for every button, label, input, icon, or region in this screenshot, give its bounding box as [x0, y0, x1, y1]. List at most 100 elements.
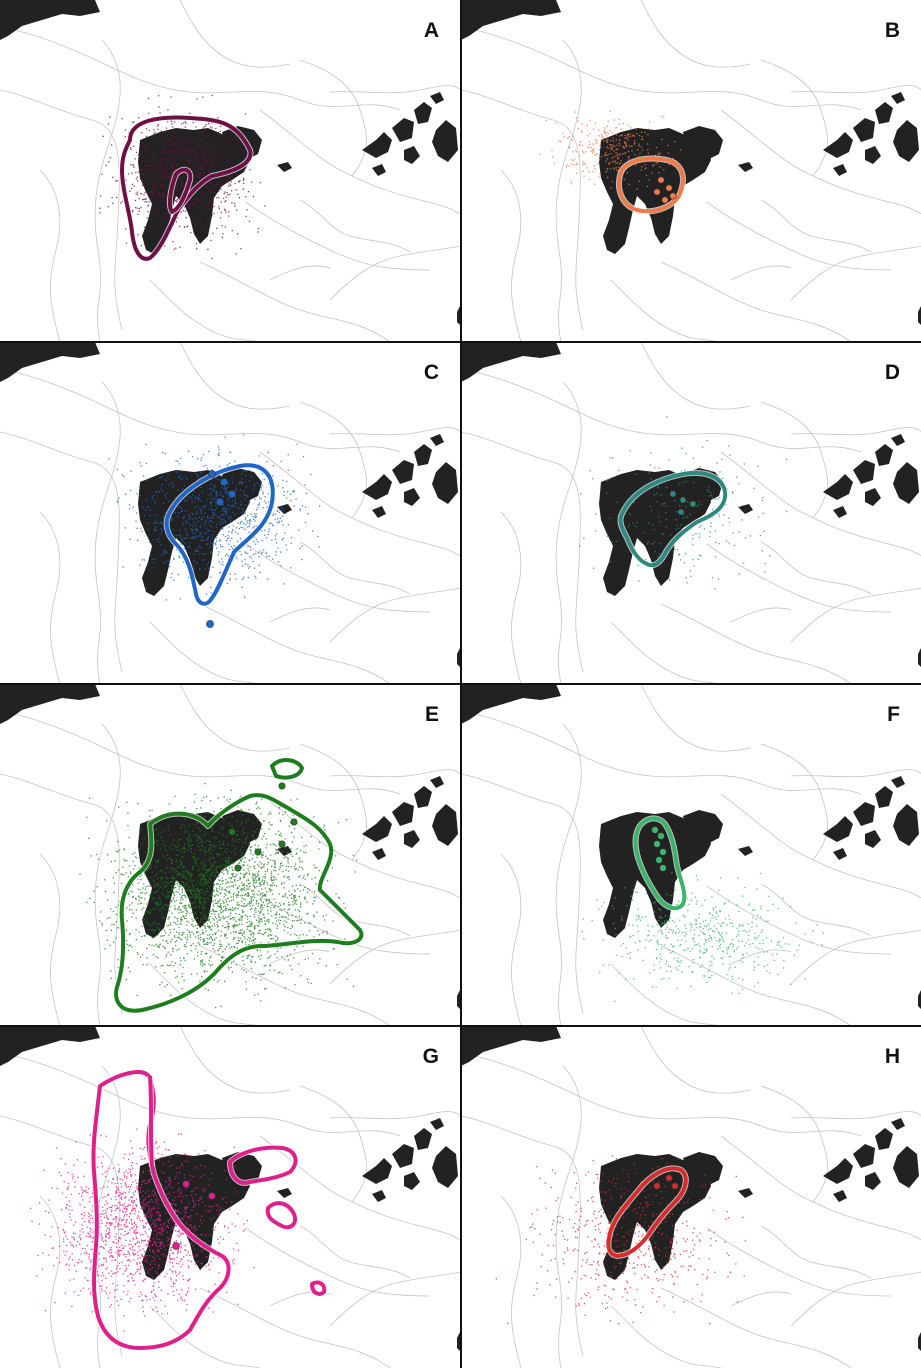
location-point: [185, 520, 187, 522]
location-point: [172, 170, 174, 172]
location-point: [176, 882, 178, 884]
location-point: [193, 507, 196, 509]
location-point: [167, 217, 169, 219]
location-point: [165, 956, 167, 958]
location-point: [265, 502, 267, 504]
location-point: [219, 217, 222, 219]
location-point: [618, 166, 620, 168]
location-point: [172, 892, 174, 894]
location-point: [236, 942, 238, 945]
location-point: [275, 551, 277, 553]
location-point: [239, 932, 241, 934]
location-point: [200, 874, 202, 876]
location-point: [217, 453, 219, 456]
location-point: [193, 913, 195, 915]
location-point: [151, 929, 153, 931]
location-point: [210, 202, 212, 204]
location-point: [648, 179, 650, 181]
location-point: [120, 202, 122, 204]
location-point: [294, 890, 296, 893]
location-point: [648, 472, 650, 474]
location-point: [206, 517, 209, 519]
location-point: [158, 929, 160, 931]
location-point: [241, 833, 243, 835]
location-point: [180, 839, 182, 841]
location-point: [241, 821, 243, 823]
location-point: [201, 965, 204, 967]
location-point: [626, 145, 628, 147]
location-point: [197, 174, 199, 176]
location-point: [240, 796, 242, 798]
location-point: [111, 924, 113, 926]
location-point: [611, 132, 613, 134]
location-point: [159, 175, 161, 177]
location-point: [647, 149, 649, 151]
location-point: [266, 891, 268, 893]
location-point: [231, 839, 233, 841]
location-point: [291, 893, 293, 895]
location-point: [195, 200, 198, 202]
location-point: [221, 945, 223, 947]
location-point: [191, 149, 193, 151]
location-point: [160, 532, 162, 535]
location-point: [613, 168, 615, 170]
location-point: [266, 928, 269, 930]
location-point: [210, 526, 213, 528]
location-point: [233, 937, 235, 939]
location-point: [166, 953, 168, 956]
location-point: [249, 902, 251, 904]
location-point: [179, 964, 181, 966]
location-point: [300, 906, 302, 908]
location-point: [186, 911, 189, 913]
location-point: [262, 866, 264, 868]
location-point: [628, 156, 630, 158]
location-point: [245, 215, 247, 218]
location-point: [762, 512, 764, 515]
location-point: [582, 164, 584, 166]
location-point: [172, 950, 174, 953]
location-point: [191, 456, 194, 458]
location-point: [226, 881, 228, 883]
location-point: [230, 966, 232, 969]
location-point: [211, 894, 213, 896]
location-point: [714, 530, 716, 532]
location-point: [217, 478, 220, 481]
location-point: [283, 929, 285, 932]
location-point: [175, 153, 177, 155]
location-point: [184, 818, 186, 820]
location-point: [126, 943, 129, 945]
location-point: [620, 128, 622, 130]
location-point: [571, 139, 574, 141]
location-point: [304, 521, 307, 524]
location-point: [268, 888, 270, 890]
location-point: [191, 518, 193, 520]
location-point: [275, 901, 277, 904]
location-point: [260, 900, 263, 902]
location-point: [219, 528, 222, 531]
location-point: [169, 891, 171, 893]
location-point: [149, 885, 151, 887]
location-point: [644, 168, 646, 170]
location-point: [125, 179, 127, 181]
location-point: [245, 822, 247, 824]
location-point: [137, 888, 139, 890]
location-point: [291, 926, 294, 928]
location-point: [207, 883, 209, 885]
location-point: [204, 943, 207, 945]
location-point: [281, 520, 283, 522]
location-point: [579, 141, 581, 143]
location-point: [179, 957, 181, 959]
location-point: [721, 937, 723, 939]
location-point: [206, 564, 208, 566]
location-point: [223, 918, 225, 920]
location-point: [149, 912, 151, 914]
location-point: [263, 904, 266, 906]
location-point: [263, 882, 265, 884]
location-point: [187, 936, 189, 938]
location-point: [610, 153, 612, 155]
location-point: [173, 892, 175, 895]
location-point: [195, 862, 197, 865]
location-point: [117, 966, 119, 969]
location-point: [267, 868, 269, 870]
location-point: [185, 173, 188, 176]
